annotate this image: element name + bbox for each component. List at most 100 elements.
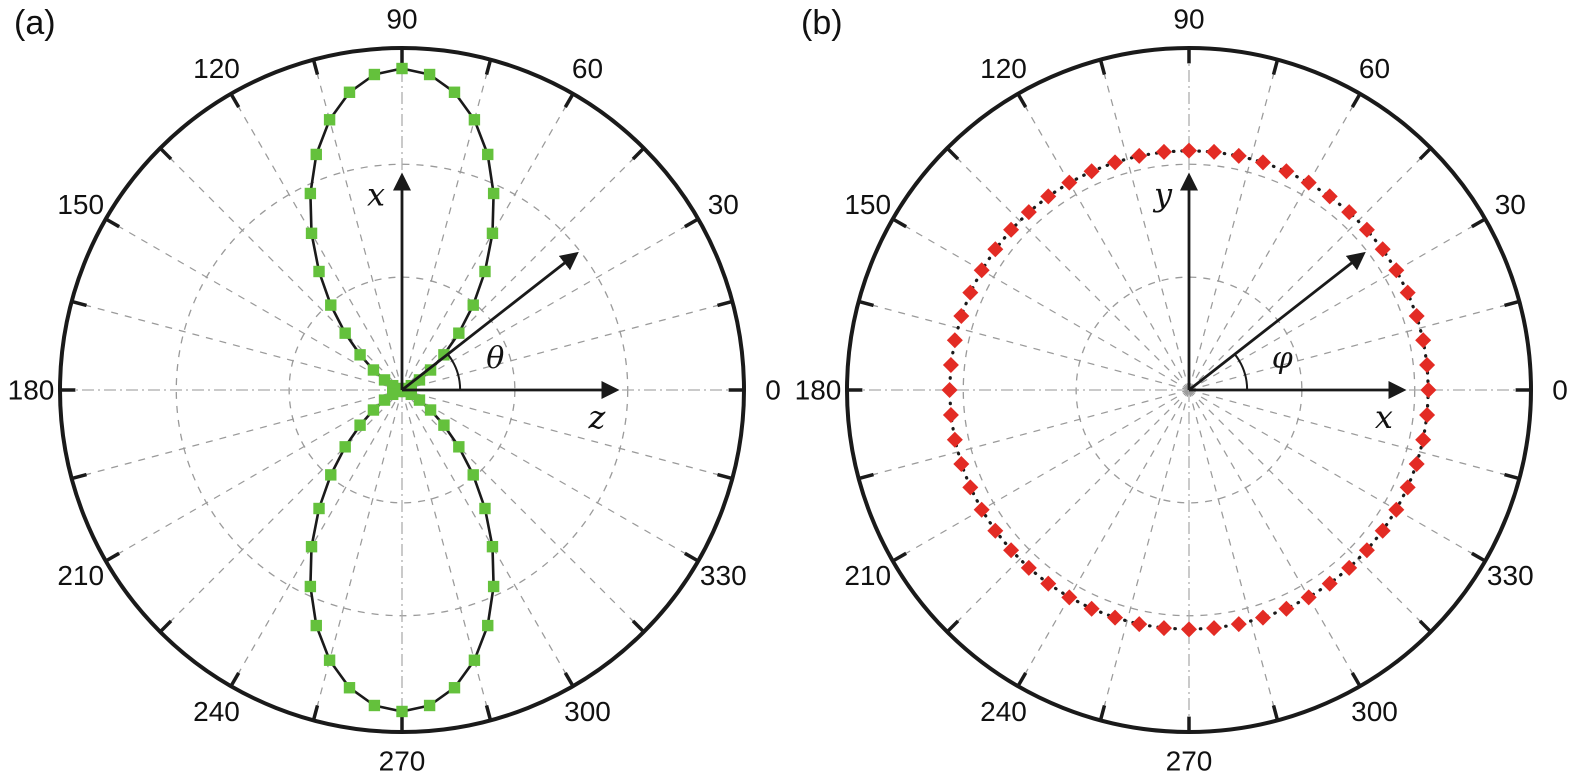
diamond-marker <box>1408 455 1425 472</box>
angle-tick-label: 330 <box>700 560 747 591</box>
angle-tick-label: 240 <box>980 696 1027 727</box>
square-marker <box>487 580 500 593</box>
angle-tick-label: 180 <box>8 375 55 406</box>
spoke-gridline <box>401 389 733 480</box>
panel-a: (a) x z θ 0 30 60 90 120 150 180 210 240 270 300 330 <box>0 0 787 775</box>
square-marker <box>468 654 481 666</box>
angle-symbol-label: φ <box>1272 341 1293 376</box>
spoke-gridline <box>892 218 1190 391</box>
square-marker <box>467 469 479 481</box>
diamond-marker <box>1388 262 1405 279</box>
diamond-marker <box>1254 609 1271 626</box>
diamond-marker <box>962 284 979 301</box>
diamond-marker <box>1083 163 1100 180</box>
square-marker <box>424 404 437 416</box>
diamond-marker <box>953 455 970 472</box>
polar-grid <box>847 48 1531 732</box>
spoke-gridline <box>1188 59 1279 391</box>
square-marker <box>424 364 437 376</box>
square-marker <box>323 654 336 666</box>
square-marker <box>405 379 417 392</box>
diamond-marker <box>987 241 1004 258</box>
spoke-gridline <box>401 59 492 391</box>
diamond-marker <box>946 332 963 349</box>
spoke-gridline <box>71 300 403 391</box>
diamond-marker <box>973 501 990 518</box>
angle-tick-label: 210 <box>844 560 891 591</box>
diamond-marker <box>1107 154 1124 171</box>
square-marker <box>448 682 461 694</box>
diamond-marker <box>1415 431 1432 448</box>
square-marker <box>304 187 317 200</box>
diamond-marker <box>1374 241 1391 258</box>
square-marker <box>413 374 426 386</box>
diamond-marker <box>1181 142 1197 159</box>
diamond-marker <box>1358 542 1375 559</box>
diamond-marker <box>1131 616 1148 633</box>
diamond-marker <box>973 262 990 279</box>
angle-tick-label: 180 <box>795 375 842 406</box>
square-marker <box>305 540 318 553</box>
polar-plot-a: x z θ 0 30 60 90 120 150 180 210 240 270 300 330 <box>8 4 781 775</box>
diamond-marker <box>1061 174 1078 191</box>
angle-ticks <box>60 48 744 732</box>
diamond-marker <box>1206 143 1223 160</box>
spoke-gridline <box>1188 147 1432 391</box>
spoke-gridline <box>401 300 733 391</box>
diamond-marker <box>1040 188 1057 205</box>
square-marker <box>339 327 351 339</box>
square-marker <box>468 114 481 126</box>
square-marker <box>310 619 322 632</box>
spoke-gridline <box>1188 300 1520 391</box>
horizontal-axis-label: z <box>588 398 607 436</box>
square-marker <box>453 441 465 453</box>
angle-tick-label: 120 <box>980 53 1027 84</box>
diamond-marker <box>1278 600 1295 617</box>
spoke-gridline <box>1188 218 1486 391</box>
spoke-gridline <box>946 389 1190 633</box>
diamond-marker <box>1003 221 1020 238</box>
spoke-gridline <box>1188 389 1486 562</box>
square-marker <box>339 441 351 453</box>
angle-tick-label: 300 <box>564 696 611 727</box>
diamond-marker <box>1420 382 1437 398</box>
square-marker <box>367 404 380 416</box>
square-marker <box>378 374 391 386</box>
angle-tick-labels: 0 30 60 90 120 150 180 210 240 270 300 330 <box>795 4 1568 775</box>
diamond-marker <box>962 479 979 496</box>
diamond-marker <box>1341 204 1358 221</box>
diamond-marker <box>1131 147 1148 164</box>
square-marker <box>423 699 436 712</box>
angle-arc <box>1234 353 1249 391</box>
square-marker <box>305 227 318 240</box>
spoke-gridline <box>1188 389 1279 721</box>
diamond-marker <box>1278 163 1295 180</box>
diamond-marker <box>1230 616 1247 633</box>
diamond-marker <box>1040 575 1057 592</box>
square-marker <box>467 299 479 311</box>
diamond-marker <box>987 522 1004 539</box>
diamond-marker <box>1341 559 1358 576</box>
square-marker <box>387 388 399 401</box>
diamond-marker <box>1230 147 1247 164</box>
direction-arrow <box>401 251 579 392</box>
spoke-gridline <box>401 218 699 391</box>
angle-tick-label: 150 <box>844 189 891 220</box>
spoke-gridline <box>1188 389 1361 687</box>
angle-tick-label: 120 <box>193 53 240 84</box>
diamond-marker <box>942 356 959 373</box>
angle-arc <box>447 353 462 391</box>
square-marker <box>313 265 325 278</box>
square-marker <box>313 502 325 515</box>
spoke-gridline <box>401 93 574 391</box>
angle-tick-label: 150 <box>57 189 104 220</box>
diamond-marker <box>1155 620 1172 637</box>
angle-tick-label: 60 <box>572 53 603 84</box>
spoke-gridline <box>1017 93 1190 391</box>
angle-tick-label: 0 <box>765 375 781 406</box>
square-marker <box>482 619 494 632</box>
angle-tick-label: 90 <box>1173 4 1204 35</box>
square-marker <box>354 419 366 431</box>
diamond-marker <box>941 382 958 398</box>
